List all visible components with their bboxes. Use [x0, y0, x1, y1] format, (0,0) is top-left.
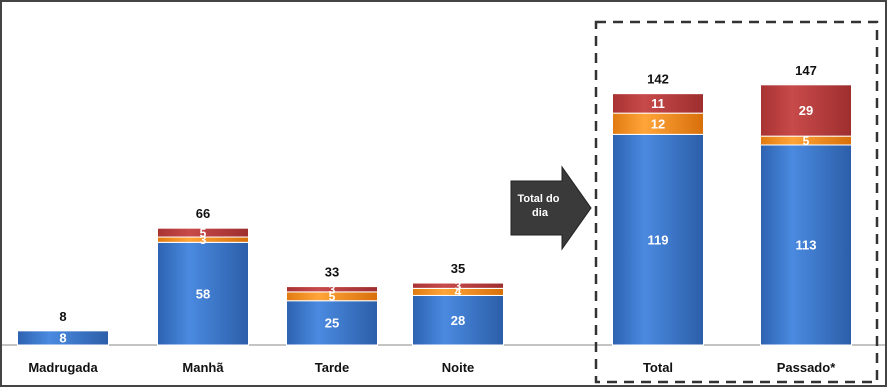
bar-segment-tarde-0 — [286, 300, 378, 346]
bar-segment-manh-2 — [157, 227, 249, 238]
value-label-passado-0: 113 — [796, 238, 817, 253]
bar-segment-noite-0 — [412, 294, 504, 346]
value-label-total-1: 12 — [651, 116, 665, 131]
value-label-tarde-2: 3 — [329, 283, 336, 297]
value-label-manh-0: 58 — [196, 286, 210, 301]
category-label-manh: Manhã — [182, 360, 224, 375]
value-label-noite-2: 3 — [455, 279, 462, 293]
bar-segment-tarde-2 — [286, 286, 378, 293]
total-label-passado: 147 — [795, 63, 817, 78]
value-label-noite-0: 28 — [451, 313, 465, 328]
labels-group: 88Madrugada583566Manhã255333Tarde284335N… — [28, 63, 836, 375]
category-label-total: Total — [643, 360, 673, 375]
bar-segment-madrugada-0 — [17, 330, 109, 346]
arrow-label-line-1: Total do — [517, 193, 559, 205]
arrow-shape — [510, 165, 592, 251]
category-label-noite: Noite — [442, 360, 475, 375]
value-label-manh-1: 3 — [200, 233, 207, 247]
bar-segment-total-2 — [612, 93, 704, 114]
arrow-label: Total do dia — [517, 193, 562, 219]
total-label-madrugada: 8 — [59, 309, 66, 324]
category-label-madrugada: Madrugada — [28, 360, 98, 375]
value-label-total-0: 119 — [648, 232, 669, 247]
highlight-box — [594, 20, 879, 384]
value-label-total-2: 11 — [651, 96, 665, 111]
total-label-total: 142 — [647, 72, 669, 87]
value-label-passado-2: 29 — [799, 103, 813, 118]
category-label-tarde: Tarde — [315, 360, 349, 375]
value-label-noite-1: 4 — [455, 285, 462, 299]
total-label-noite: 35 — [451, 261, 465, 276]
value-label-manh-2: 5 — [200, 226, 207, 240]
value-label-madrugada-0: 8 — [59, 331, 66, 346]
value-label-tarde-0: 25 — [325, 316, 339, 331]
arrow-label-line-2: dia — [532, 207, 549, 219]
bar-segment-manh-0 — [157, 241, 249, 346]
bar-segment-passado-2 — [760, 84, 852, 137]
bars-group — [17, 84, 852, 346]
total-label-manh: 66 — [196, 206, 210, 221]
value-label-passado-1: 5 — [803, 134, 810, 148]
total-label-tarde: 33 — [325, 265, 339, 280]
bar-segment-passado-0 — [760, 144, 852, 346]
value-label-tarde-1: 5 — [329, 290, 336, 304]
bar-segment-total-0 — [612, 133, 704, 346]
category-label-passado: Passado* — [777, 360, 836, 375]
bar-segment-noite-2 — [412, 282, 504, 289]
